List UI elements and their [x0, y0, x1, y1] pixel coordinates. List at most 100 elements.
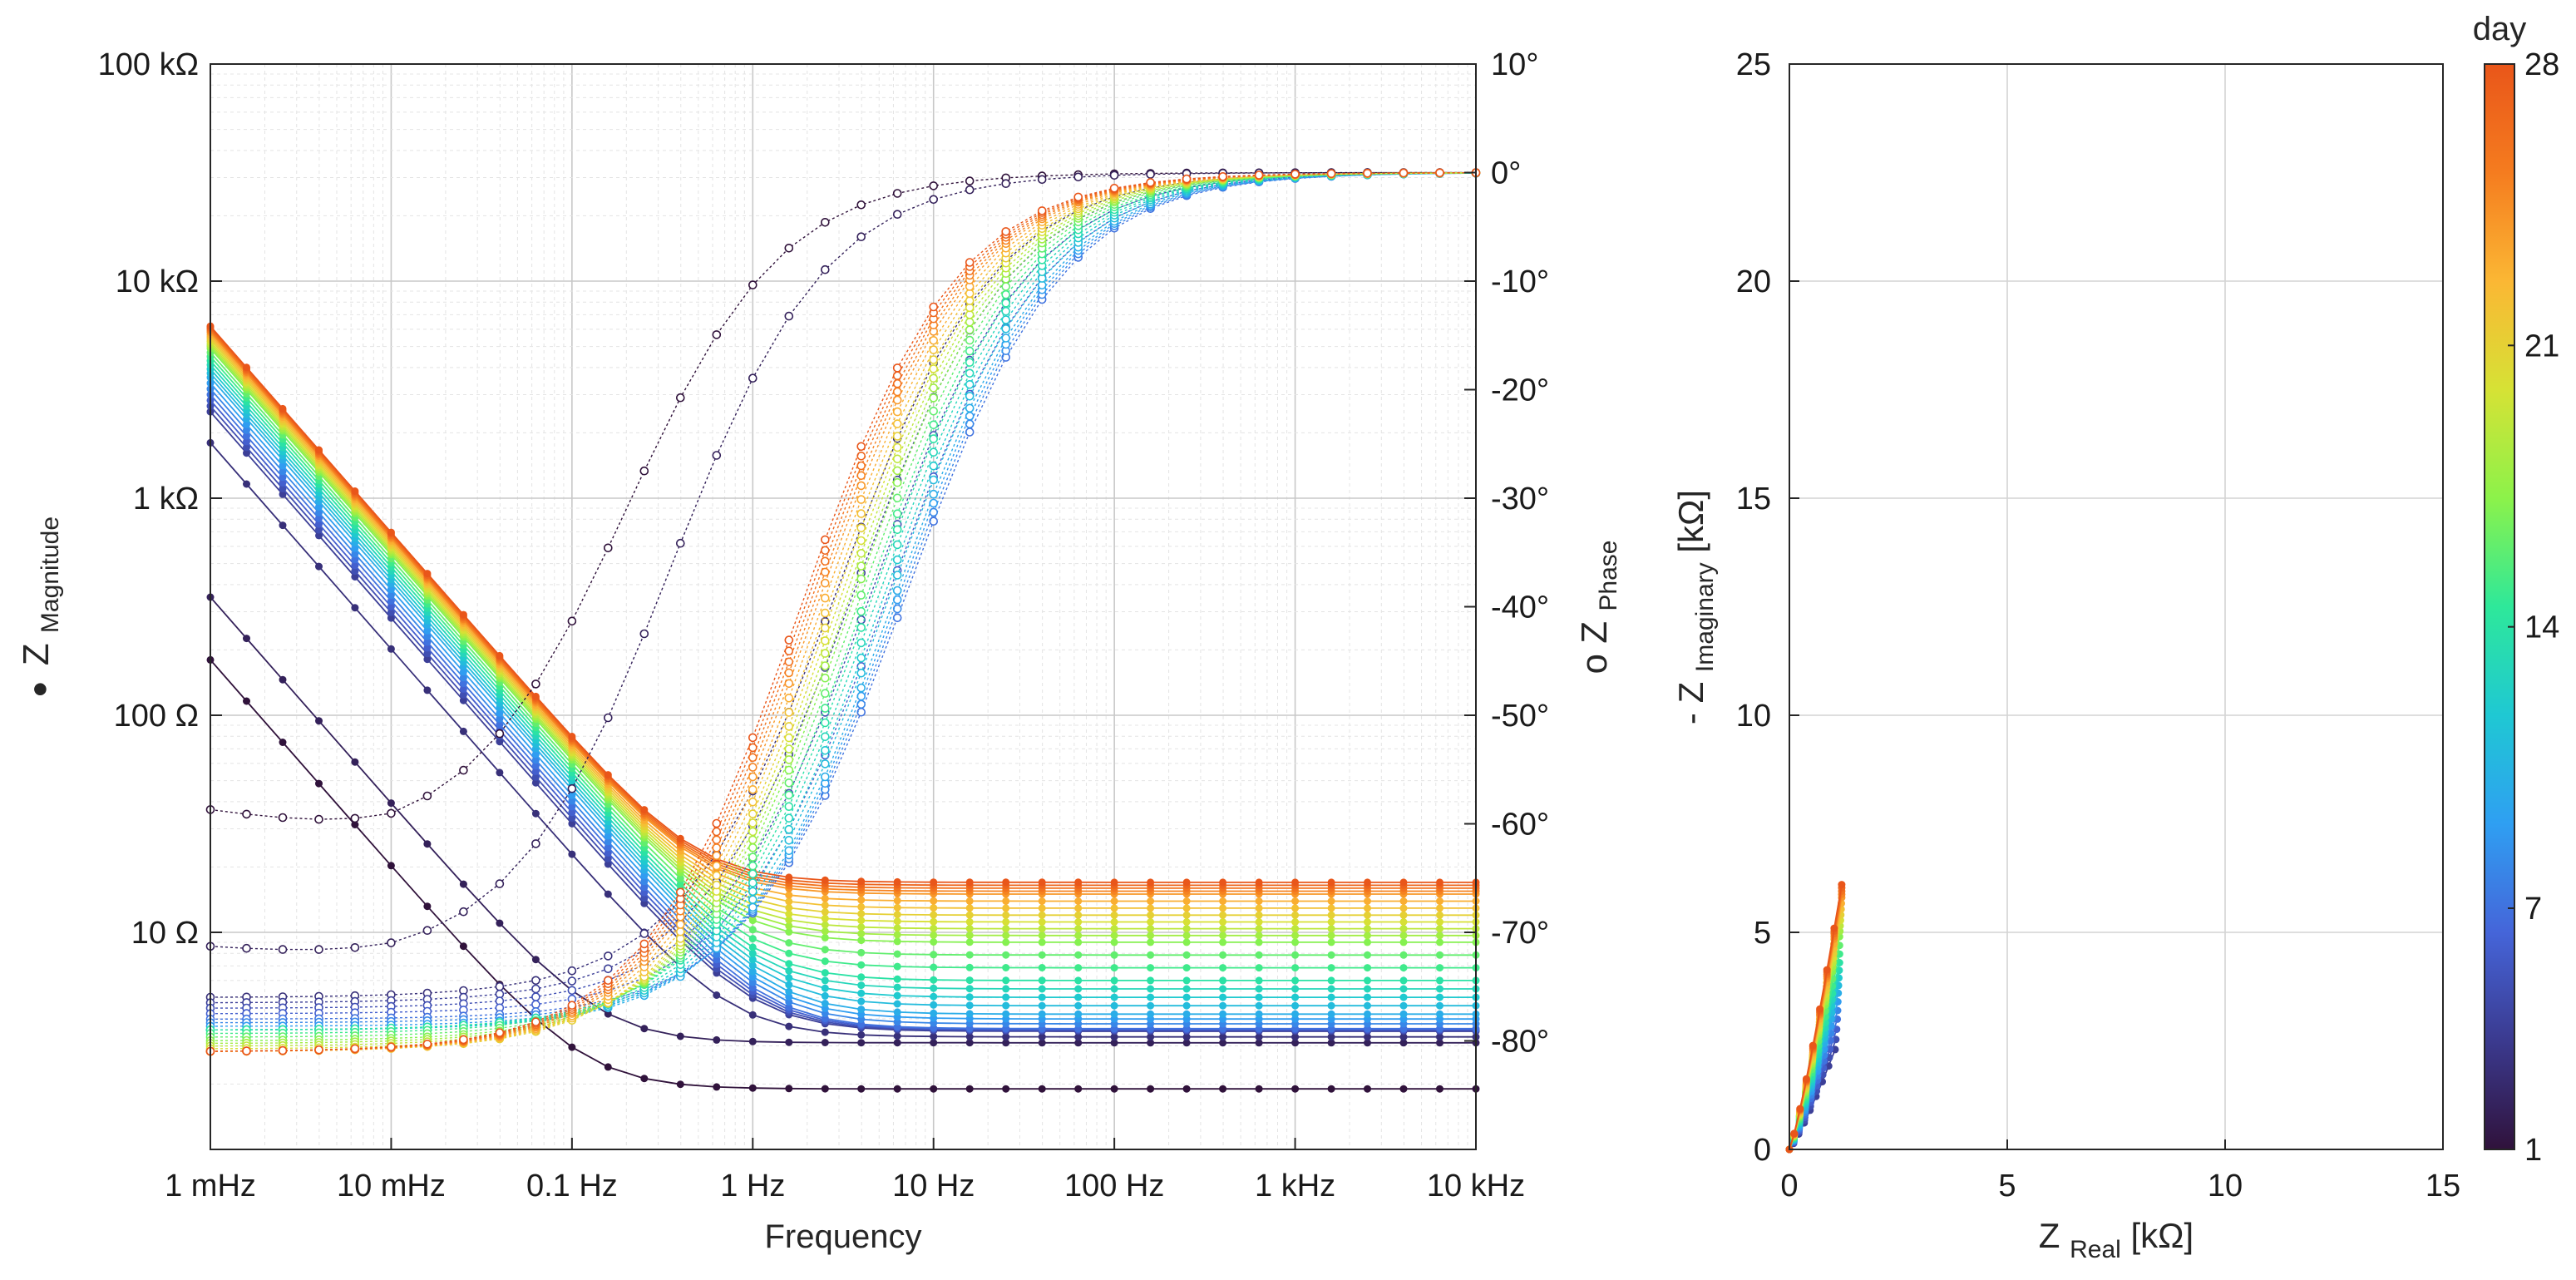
magnitude-point — [387, 608, 395, 616]
phase-point — [784, 708, 794, 717]
nyquist-x-axis-label: Z Real [kΩ] — [2039, 1216, 2194, 1265]
magnitude-point — [1291, 976, 1300, 985]
magnitude-point — [1219, 904, 1227, 912]
phase-point — [748, 772, 758, 782]
phase-point — [748, 887, 758, 897]
magnitude-point — [1364, 976, 1371, 985]
bode-y-right-tick-label: -30° — [1491, 482, 1549, 516]
phase-point — [567, 783, 577, 793]
phase-point — [965, 403, 975, 413]
phase-point — [784, 722, 794, 731]
colorbar-label: day — [2473, 11, 2527, 47]
magnitude-point — [1147, 1085, 1155, 1093]
phase-point — [965, 325, 975, 334]
magnitude-point — [1074, 993, 1083, 1001]
magnitude-point — [1291, 1039, 1300, 1047]
magnitude-point — [1291, 925, 1300, 933]
magnitude-point — [459, 942, 467, 951]
phase-point — [712, 861, 722, 871]
magnitude-point — [1327, 1085, 1335, 1093]
nyquist-y-tick-labels: 0 5 10 15 20 25 — [1736, 47, 1799, 1168]
bode-y-left-tick-label: 100 kΩ — [98, 47, 199, 82]
phase-point — [712, 871, 722, 880]
magnitude-point — [351, 604, 359, 612]
nyquist-y-tick-label: 5 — [1754, 916, 1771, 951]
magnitude-point — [821, 946, 829, 954]
phase-point — [314, 945, 323, 954]
magnitude-line-day-9 — [210, 383, 1476, 1021]
magnitude-point — [1002, 1039, 1010, 1047]
magnitude-point — [1074, 878, 1083, 887]
magnitude-point — [1002, 951, 1010, 959]
magnitude-point — [748, 1084, 757, 1092]
magnitude-point — [748, 984, 757, 991]
phase-point — [748, 869, 758, 878]
magnitude-point — [1219, 964, 1227, 972]
magnitude-point — [1147, 932, 1155, 940]
magnitude-point — [568, 850, 576, 858]
magnitude-line-day-24 — [210, 332, 1476, 895]
magnitude-point — [531, 773, 540, 781]
phase-line-day-5 — [210, 172, 1477, 1009]
magnitude-point — [1291, 964, 1300, 972]
magnitude-point — [351, 550, 359, 558]
magnitude-point — [1219, 1033, 1227, 1041]
phase-point — [314, 814, 323, 824]
magnitude-point — [423, 638, 432, 646]
bode-y-left-tick-label: 100 Ω — [114, 699, 199, 734]
phase-point — [495, 879, 505, 888]
magnitude-point — [1327, 938, 1335, 946]
phase-point — [784, 679, 794, 689]
nyquist-chart: 0 5 10 15 0 5 10 15 20 25 Z Real [kΩ] - Z Imagin… — [1671, 47, 2460, 1265]
phase-point — [856, 495, 866, 504]
magnitude-point — [568, 733, 576, 740]
phase-point — [1109, 171, 1119, 180]
magnitude-point — [1074, 925, 1083, 933]
phase-point — [892, 407, 902, 417]
magnitude-point — [1074, 985, 1083, 993]
magnitude-point — [821, 1085, 829, 1093]
magnitude-point — [387, 862, 395, 870]
phase-point — [965, 335, 975, 345]
phase-point — [892, 432, 902, 441]
magnitude-point — [893, 962, 901, 971]
magnitude-point — [857, 896, 866, 904]
magnitude-point — [279, 484, 287, 492]
phase-point — [892, 189, 902, 198]
magnitude-point — [965, 1039, 974, 1047]
magnitude-point — [1182, 1039, 1191, 1047]
magnitude-point — [1436, 911, 1443, 919]
magnitude-point — [1002, 878, 1010, 887]
nyquist-y-tick-label: 10 — [1736, 699, 1771, 734]
phase-point — [784, 243, 794, 253]
magnitude-line-day-1 — [210, 659, 1476, 1090]
magnitude-point — [1255, 1033, 1263, 1041]
magnitude-point — [821, 908, 829, 916]
phase-point — [603, 543, 613, 553]
magnitude-point — [531, 762, 540, 770]
phase-line-day-2 — [210, 171, 1477, 951]
phase-point — [531, 992, 540, 1001]
phase-point — [820, 546, 830, 556]
magnitude-point — [857, 1085, 866, 1093]
magnitude-point — [1147, 993, 1155, 1001]
magnitude-point — [1147, 985, 1155, 993]
phase-point — [531, 1000, 540, 1009]
magnitude-point — [1002, 1010, 1010, 1018]
magnitude-point — [423, 655, 432, 664]
phase-line-day-15 — [210, 172, 1477, 1035]
magnitude-point — [676, 874, 684, 882]
magnitude-point — [351, 487, 359, 495]
magnitude-point — [857, 930, 866, 938]
phase-point — [603, 951, 613, 961]
magnitude-line-day-17 — [210, 348, 1476, 943]
magnitude-point — [1399, 1001, 1408, 1010]
magnitude-point — [1038, 925, 1046, 933]
magnitude-point — [930, 931, 938, 939]
magnitude-point — [713, 1083, 721, 1091]
phase-point — [1001, 227, 1010, 236]
bode-plot-area — [210, 64, 1476, 1149]
phase-point — [856, 461, 866, 471]
magnitude-point — [821, 1039, 829, 1046]
magnitude-point — [713, 1035, 721, 1044]
